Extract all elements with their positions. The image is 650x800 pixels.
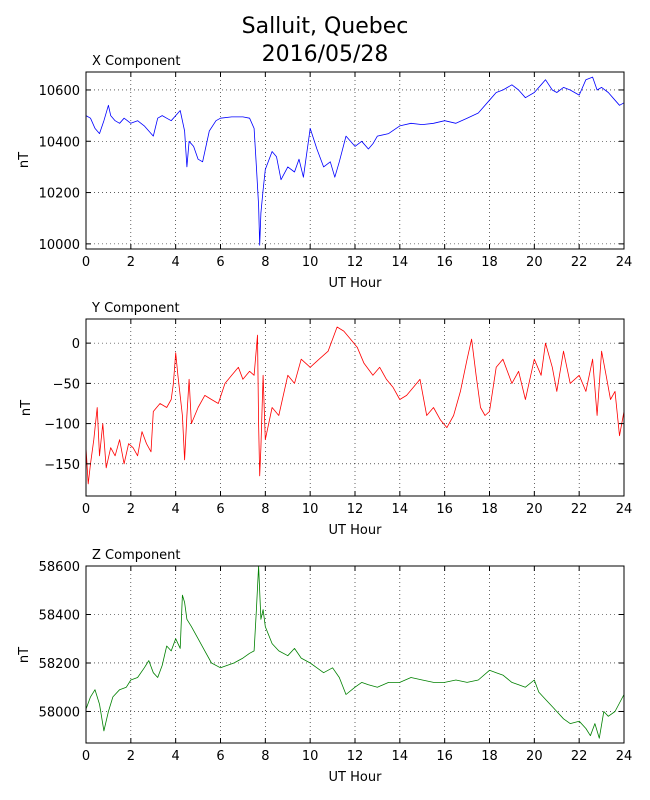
z-component-xtick-label: 12 [347,749,364,764]
x-component-panel: X Component nT UT Hour 0 2 4 6 8 10 12 14 16 18 20… [17,54,632,291]
x-component-xtick-label: 18 [481,255,498,270]
x-component-xtick-label: 24 [616,255,633,270]
z-component-ytick-label: 58400 [39,608,80,623]
x-component-xtick-label: 22 [571,255,588,270]
z-component-ytick-label: 58000 [39,705,80,720]
y-component-xlabel: UT Hour [329,523,383,538]
x-component-xtick-label: 16 [436,255,453,270]
z-component-xtick-label: 14 [392,749,409,764]
y-component-xtick-label: 14 [392,502,409,517]
y-component-panel: Y Component nT UT Hour 0 2 4 6 8 10 12 14 16 18 20… [19,301,632,538]
y-component-xtick-label: 2 [127,502,135,517]
y-component-xtick-label: 4 [172,502,180,517]
x-component-xtick-label: 0 [82,255,90,270]
y-component-xtick-label: 12 [347,502,364,517]
x-component-title: X Component [92,54,181,69]
y-component-ytick-label: −150 [44,458,80,473]
y-component-ylabel: nT [19,400,34,416]
y-component-xtick-label: 18 [481,502,498,517]
x-component-ytick-label: 10400 [39,135,80,150]
z-component-xtick-label: 8 [261,749,269,764]
y-component-ytick-label: 0 [72,337,80,352]
z-component-xtick-label: 20 [526,749,543,764]
y-component-xtick-label: 8 [261,502,269,517]
y-component-ytick-label: −50 [53,377,80,392]
x-component-ytick-label: 10600 [39,84,80,99]
figure-title-line-2: 2016/05/28 [262,42,389,67]
z-component-xtick-label: 16 [436,749,453,764]
z-component-title: Z Component [92,548,181,563]
z-component-xtick-label: 6 [216,749,224,764]
x-component-xtick-label: 6 [216,255,224,270]
z-component-xtick-label: 10 [302,749,319,764]
y-component-xtick-label: 16 [436,502,453,517]
y-component-ytick-label: −100 [44,418,80,433]
x-component-xtick-label: 8 [261,255,269,270]
y-component-series-line [85,326,625,485]
x-component-xtick-label: 14 [392,255,409,270]
x-component-xtick-label: 12 [347,255,364,270]
z-component-panel: Z Component nT UT Hour 0 2 4 6 8 10 12 14 16 18 20… [17,548,632,785]
z-component-xtick-label: 22 [571,749,588,764]
y-component-xtick-label: 22 [571,502,588,517]
figure-title-line-1: Salluit, Quebec [242,14,409,39]
x-component-xtick-label: 20 [526,255,543,270]
x-component-xtick-label: 4 [172,255,180,270]
y-component-xtick-label: 6 [216,502,224,517]
z-component-ylabel: nT [17,647,32,663]
x-component-xtick-label: 2 [127,255,135,270]
z-component-ytick-label: 58600 [39,560,80,575]
z-component-xtick-label: 18 [481,749,498,764]
y-component-xtick-label: 10 [302,502,319,517]
z-component-ytick-label: 58200 [39,657,80,672]
z-component-xtick-label: 4 [172,749,180,764]
z-component-xlabel: UT Hour [329,770,383,785]
z-component-xtick-label: 24 [616,749,633,764]
x-component-ytick-label: 10200 [39,187,80,202]
y-component-xtick-label: 20 [526,502,543,517]
y-component-xtick-label: 0 [82,502,90,517]
z-component-series-line [85,565,625,739]
y-component-title: Y Component [91,301,180,316]
y-component-xtick-label: 24 [616,502,633,517]
x-component-ylabel: nT [17,152,32,168]
x-component-series-line [85,76,625,246]
x-component-xlabel: UT Hour [329,276,383,291]
x-component-ytick-label: 10000 [39,238,80,253]
x-component-xtick-label: 10 [302,255,319,270]
z-component-xtick-label: 0 [82,749,90,764]
z-component-xtick-label: 2 [127,749,135,764]
